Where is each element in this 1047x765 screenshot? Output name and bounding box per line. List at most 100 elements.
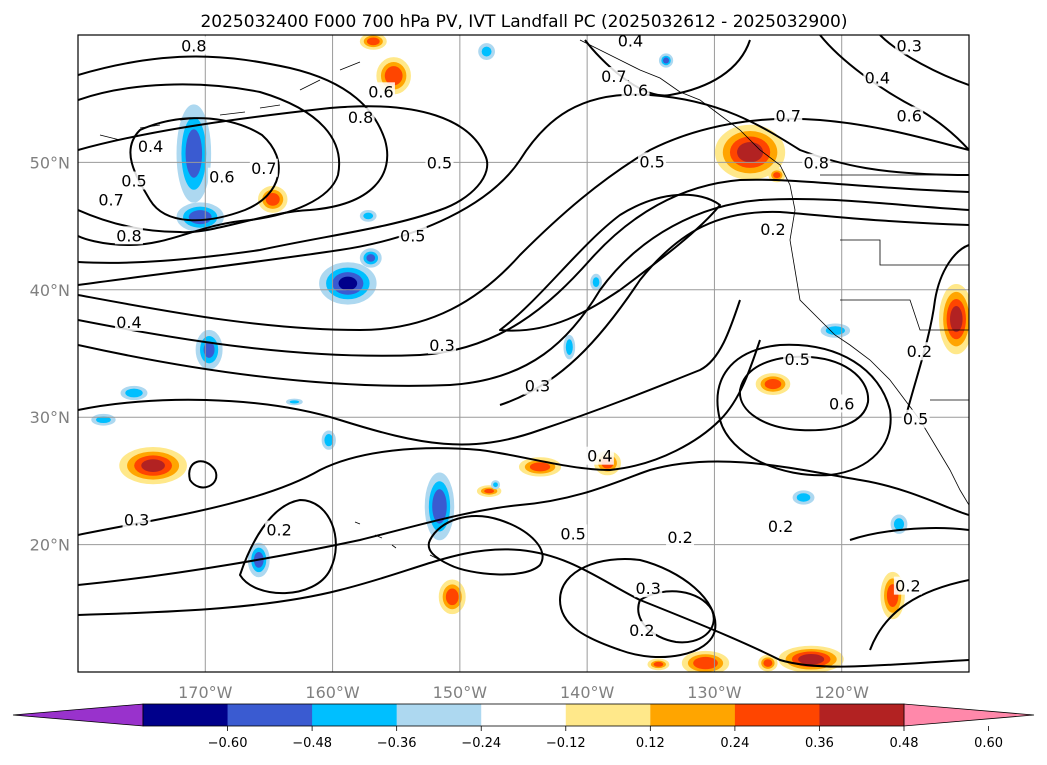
contour-label-bg [666, 528, 695, 547]
contour-label: 0.2 [629, 621, 654, 640]
pv-level-shape [125, 388, 143, 398]
positive-pv-anomaly [647, 658, 670, 671]
contour-label: 0.7 [601, 67, 626, 86]
lat-tick-label: 40°N [30, 281, 70, 300]
pv-level-shape [289, 400, 300, 404]
contour-line [499, 210, 969, 406]
negative-pv-anomaly [176, 104, 212, 203]
contour-label: 0.2 [760, 220, 785, 239]
colorbar-tick-label: −0.36 [377, 736, 417, 751]
longitude-tick-labels: 170°W 160°W 150°W 140°W 130°W 120°W [178, 683, 869, 702]
pv-level-shape [481, 46, 492, 57]
contour-label: 0.2 [895, 577, 920, 596]
pv-level-shape [141, 459, 165, 472]
contour-label: 0.2 [907, 342, 932, 361]
contour-label: 0.6 [829, 394, 854, 413]
contour-label: 0.7 [251, 159, 276, 178]
negative-pv-anomaly [176, 202, 224, 232]
lon-tick-label: 150°W [433, 683, 488, 702]
contour-label-bg [599, 67, 628, 86]
contour-label: 0.8 [348, 108, 373, 127]
contour-label-bg [120, 171, 149, 190]
positive-pv-anomaly [681, 650, 730, 672]
contour-line [738, 355, 870, 432]
contour-label-bg [559, 524, 588, 543]
negative-pv-anomaly [478, 43, 495, 60]
contour-label: 0.6 [209, 168, 234, 187]
contour-line [904, 244, 969, 421]
contour-label-bg [895, 36, 924, 55]
negative-pv-anomaly [91, 413, 116, 426]
colorbar-bin [819, 704, 905, 726]
colorbar-tick-label: 0.48 [890, 736, 919, 751]
contour-label-bg [766, 516, 795, 535]
contour-line [584, 39, 751, 97]
contour-label: 0.4 [587, 447, 612, 466]
pv-level-shape [366, 254, 376, 262]
contour-label-bg [585, 446, 614, 465]
negative-pv-anomaly [590, 273, 602, 291]
contour-label: 0.4 [116, 313, 141, 332]
contour-label-bg [783, 349, 812, 368]
pv-level-shape [825, 326, 845, 335]
negative-pv-anomaly [658, 53, 674, 68]
contour-line [559, 558, 717, 658]
colorbar-extend-max [903, 703, 1035, 727]
hawaii-islands [354, 521, 441, 561]
contour-label: 0.3 [896, 36, 921, 55]
pv-level-shape [893, 518, 905, 531]
contour-label-bg [616, 35, 645, 50]
positive-pv-anomaly [758, 654, 778, 672]
contour-label-bg [774, 106, 803, 125]
contour-line [499, 193, 721, 332]
lon-tick-label: 130°W [687, 683, 742, 702]
contour-label-bg [758, 219, 787, 238]
negative-pv-anomaly [321, 430, 336, 450]
pv-level-shape [363, 212, 374, 220]
positive-pv-anomaly [778, 645, 844, 672]
contour-label: 0.7 [776, 107, 801, 126]
pv-level-shape [592, 277, 600, 288]
contour-label: 0.6 [896, 107, 921, 126]
colorbar-bin [396, 704, 482, 726]
contour-label: 0.8 [804, 154, 829, 173]
negative-pv-anomaly [195, 329, 223, 370]
lon-tick-label: 170°W [178, 683, 233, 702]
contour-label-bg [114, 226, 143, 245]
contour-line [78, 105, 489, 264]
contour-label: 0.2 [768, 517, 793, 536]
contour-label-bg [863, 68, 892, 87]
colorbar-bin [481, 704, 567, 726]
contour-label-bg [122, 510, 151, 529]
pv-level-shape [796, 493, 811, 502]
contour-label-bg [265, 520, 294, 539]
contour-line [716, 343, 892, 477]
negative-pv-anomaly [120, 385, 148, 401]
contour-line [239, 499, 337, 595]
contour-label-bg [136, 137, 165, 156]
negative-pv-anomaly [359, 210, 377, 222]
contour-label-bg [97, 190, 126, 209]
contour-label: 0.7 [98, 191, 123, 210]
pv-level-shape [798, 654, 825, 665]
contour-label-bg [802, 153, 831, 172]
latitude-tick-labels: 20°N 30°N 40°N 50°N [30, 153, 70, 554]
contour-label-bg [638, 152, 667, 171]
contour-line [78, 55, 389, 234]
contour-label: 0.5 [903, 410, 928, 429]
colorbar-tick-label: 0.36 [805, 736, 834, 751]
contour-label-layer: 0.80.60.4 0.30.70.60.40.60.80.40.70.6 0.70… [97, 35, 934, 640]
contour-label-bg [114, 312, 143, 331]
colorbar: −0.60 −0.48 −0.36 −0.24 −0.12 0.12 0.24 0.36 0.4… [12, 703, 1035, 751]
contour-label-bg [895, 106, 924, 125]
pv-shading-layer [91, 35, 969, 672]
contour-label-bg [207, 167, 236, 186]
contour-label: 0.3 [525, 377, 550, 396]
contour-line [78, 83, 341, 246]
contour-label-bg [346, 107, 375, 126]
lat-tick-label: 30°N [30, 408, 70, 427]
pv-level-shape [493, 482, 498, 488]
positive-pv-anomaly [938, 283, 969, 355]
lon-tick-label: 140°W [560, 683, 615, 702]
